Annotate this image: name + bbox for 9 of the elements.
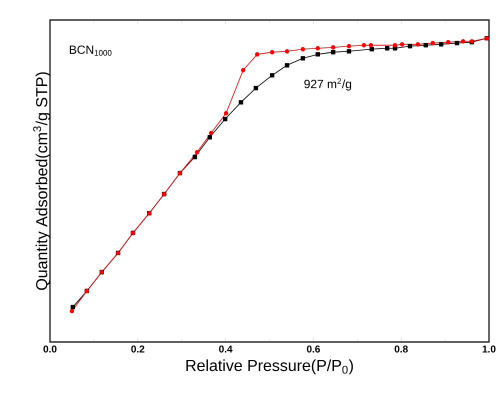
x-tick-label: 1.0 [482,346,496,353]
x-tick-label: 0.8 [394,346,408,353]
x-tick-label: 0.0 [43,346,57,353]
x-axis-title: Relative Pressure(P/P$_{0}$) [186,359,353,374]
x-tick-label: 0.4 [219,346,232,353]
annotation: 927 m$^{2}$/g [304,78,352,91]
x-tick-label: 0.2 [131,346,144,353]
annotation: BCN$_{1000}$ [70,45,112,56]
x-tick-label: 0.6 [306,346,320,353]
